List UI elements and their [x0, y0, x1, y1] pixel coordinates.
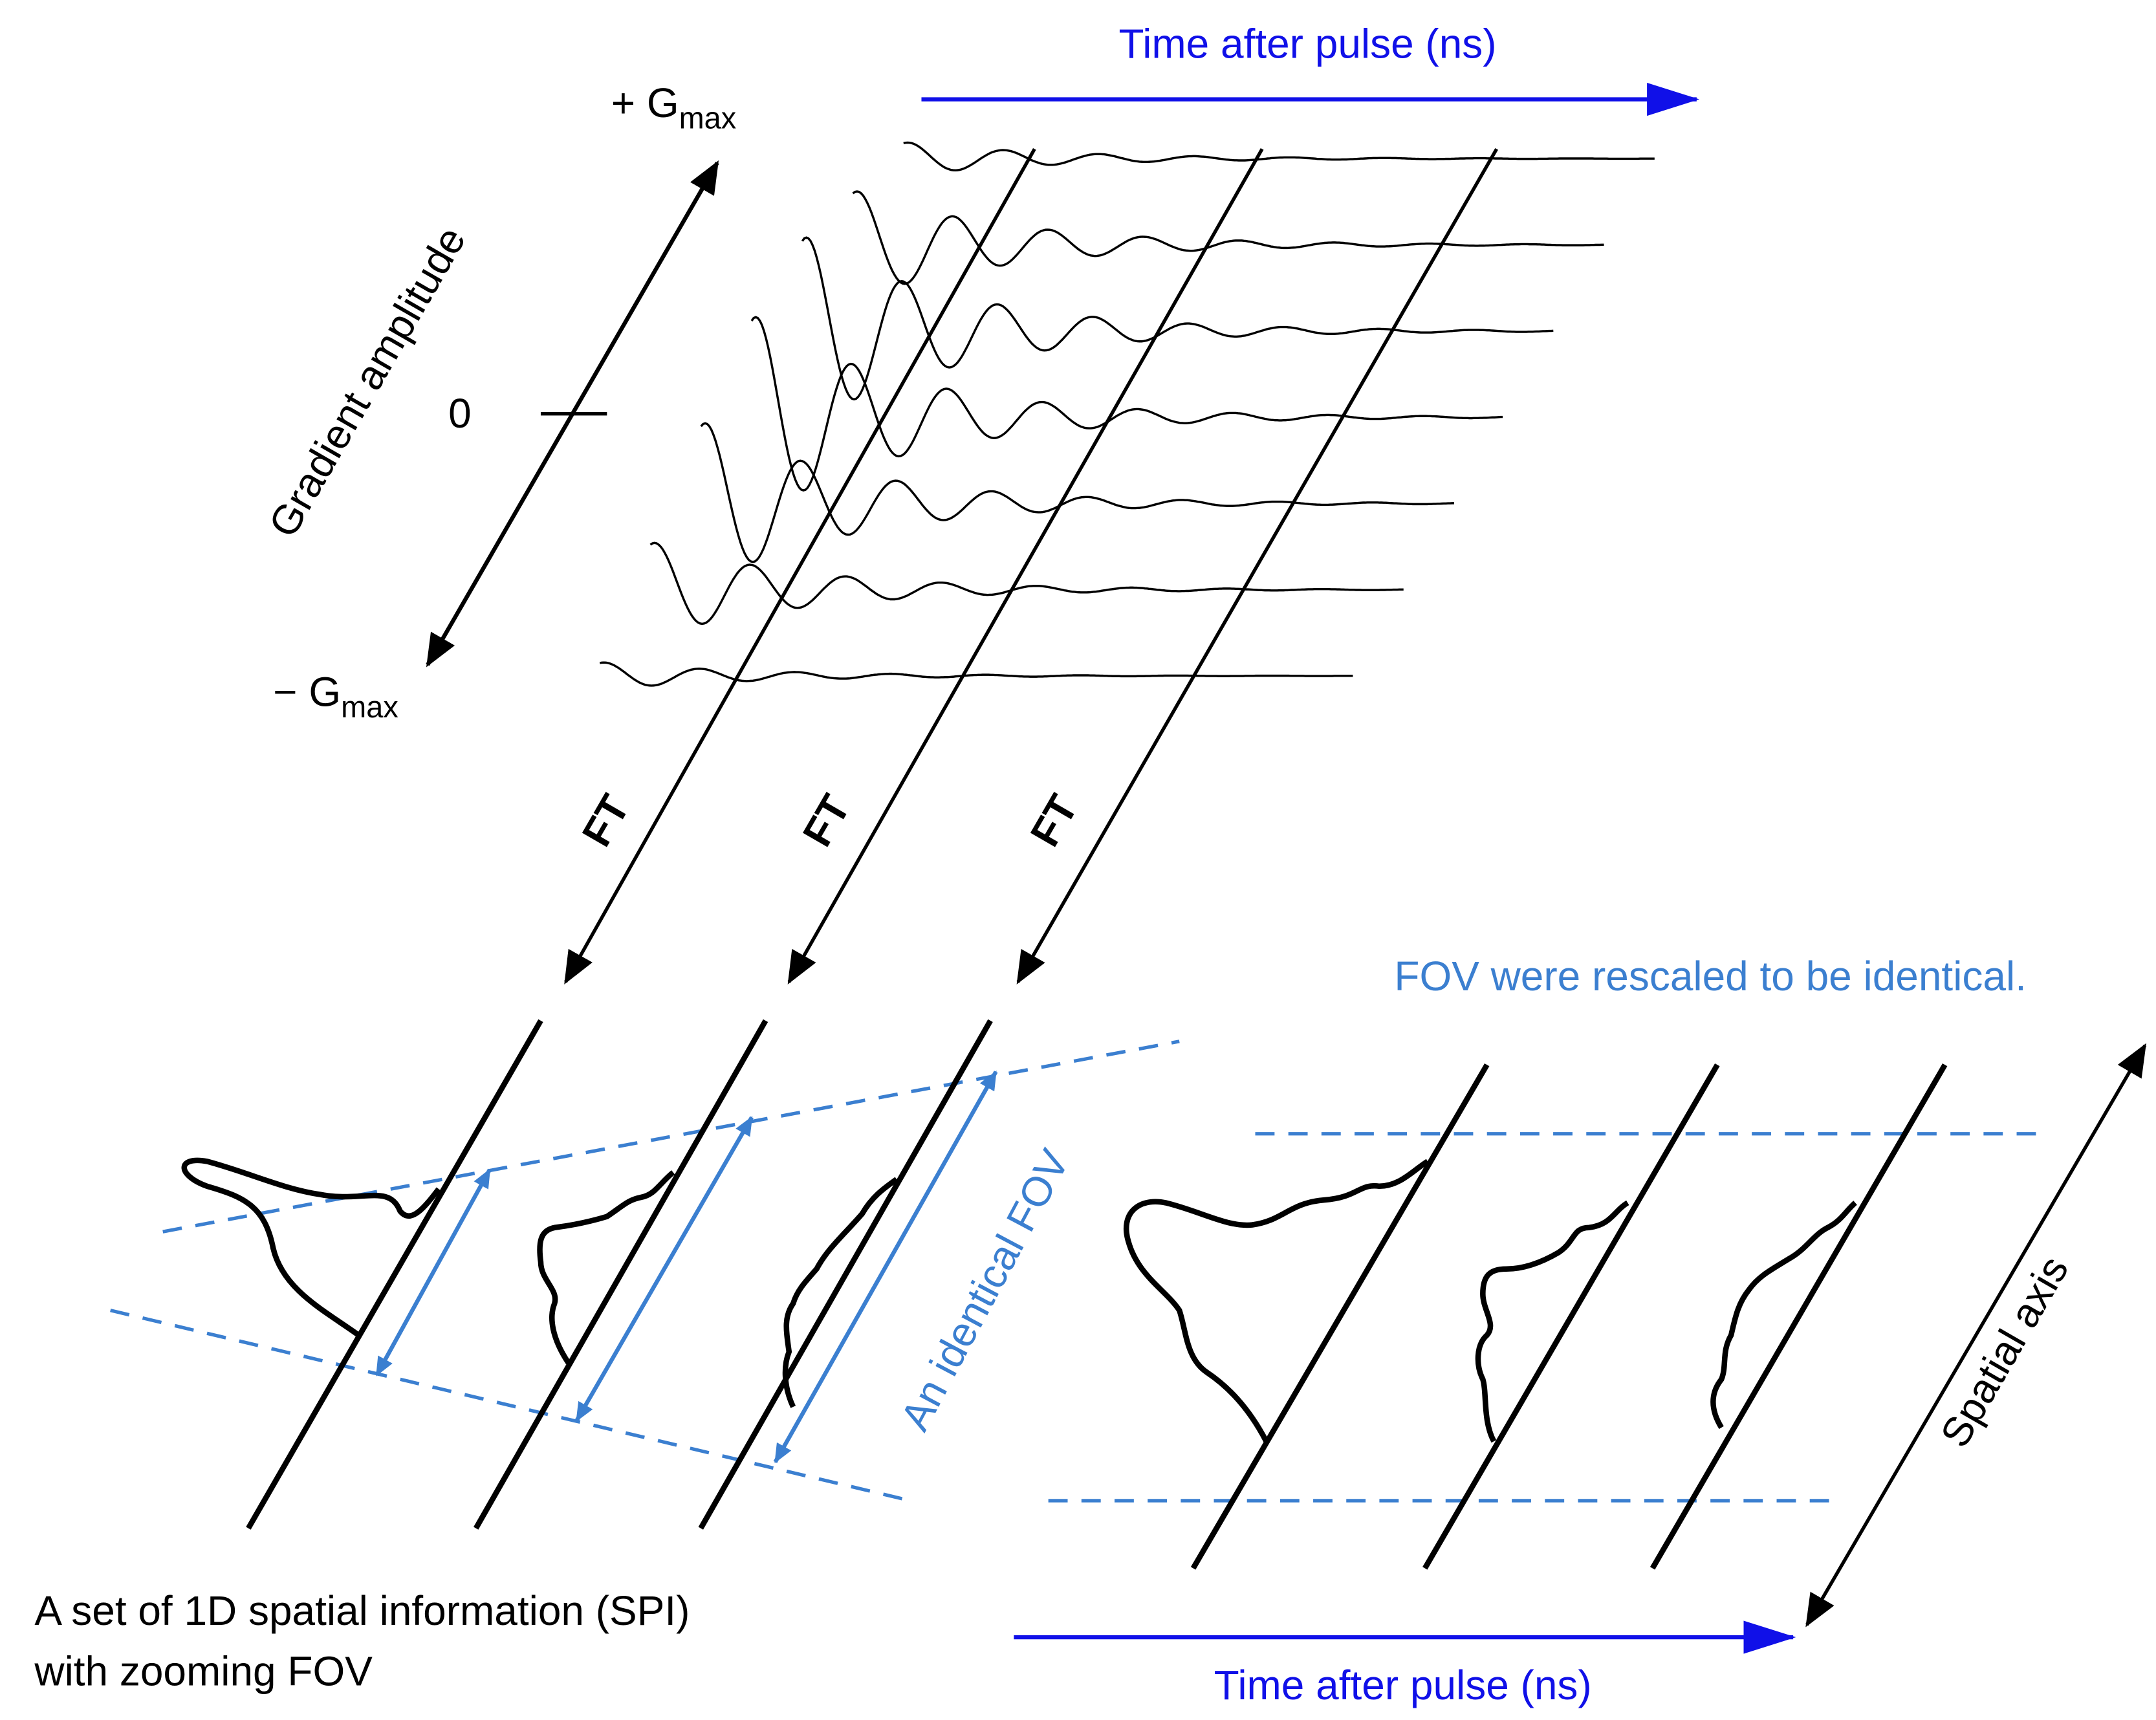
waveform [599, 661, 1353, 687]
gmax-prefix: + G [611, 80, 679, 126]
spatial-line [474, 1019, 768, 1530]
time-label: Time after pulse (ns) [1119, 21, 1497, 67]
waveform [801, 236, 1554, 401]
gradient-label: Gradient amplitude [259, 219, 475, 545]
waveform [700, 422, 1454, 563]
spatial-axis-label: Spatial axis [1932, 1248, 2078, 1455]
gmax-sub: max [679, 101, 737, 135]
spatial-line [1190, 1063, 1490, 1570]
fov-dash [110, 1309, 911, 1503]
ft-label: FT [1021, 787, 1087, 855]
spatial-line [1422, 1063, 1720, 1570]
spatial-axis [1805, 1043, 2147, 1627]
ft-arrow [1016, 147, 1498, 985]
waveform [903, 141, 1655, 172]
fov-arrow [375, 1168, 492, 1377]
profile [1710, 1201, 1857, 1430]
waveforms [599, 141, 1655, 687]
profile [537, 1170, 675, 1365]
waveform [852, 190, 1604, 285]
spatial-line [1650, 1063, 1948, 1570]
ft-arrow [787, 147, 1264, 985]
gmax-label: + Gmax [611, 80, 737, 135]
gmin-prefix: − G [273, 669, 341, 715]
rescaled-note: FOV were rescaled to be identical. [1394, 953, 2027, 999]
waveform [649, 541, 1404, 626]
fov-arrow [773, 1070, 998, 1464]
caption: with zooming FOV [34, 1648, 373, 1695]
spatial-line [246, 1019, 543, 1530]
profile [1123, 1159, 1430, 1443]
profile [1475, 1200, 1629, 1443]
zero-label: 0 [448, 390, 472, 437]
time-label: Time after pulse (ns) [1214, 1662, 1592, 1708]
gmin-sub: max [341, 690, 398, 724]
caption: A set of 1D spatial information (SPI) [34, 1587, 690, 1634]
ft-label: FT [573, 787, 638, 855]
spatial-line [698, 1019, 993, 1530]
ft-arrow [564, 147, 1036, 985]
ft-label: FT [794, 787, 859, 855]
identical-fov-label: An identical FOV [891, 1142, 1078, 1438]
gmin-label: − Gmax [273, 669, 398, 724]
waveform [750, 316, 1503, 492]
fov-dash [162, 1040, 1180, 1234]
fov-arrow [574, 1116, 754, 1422]
